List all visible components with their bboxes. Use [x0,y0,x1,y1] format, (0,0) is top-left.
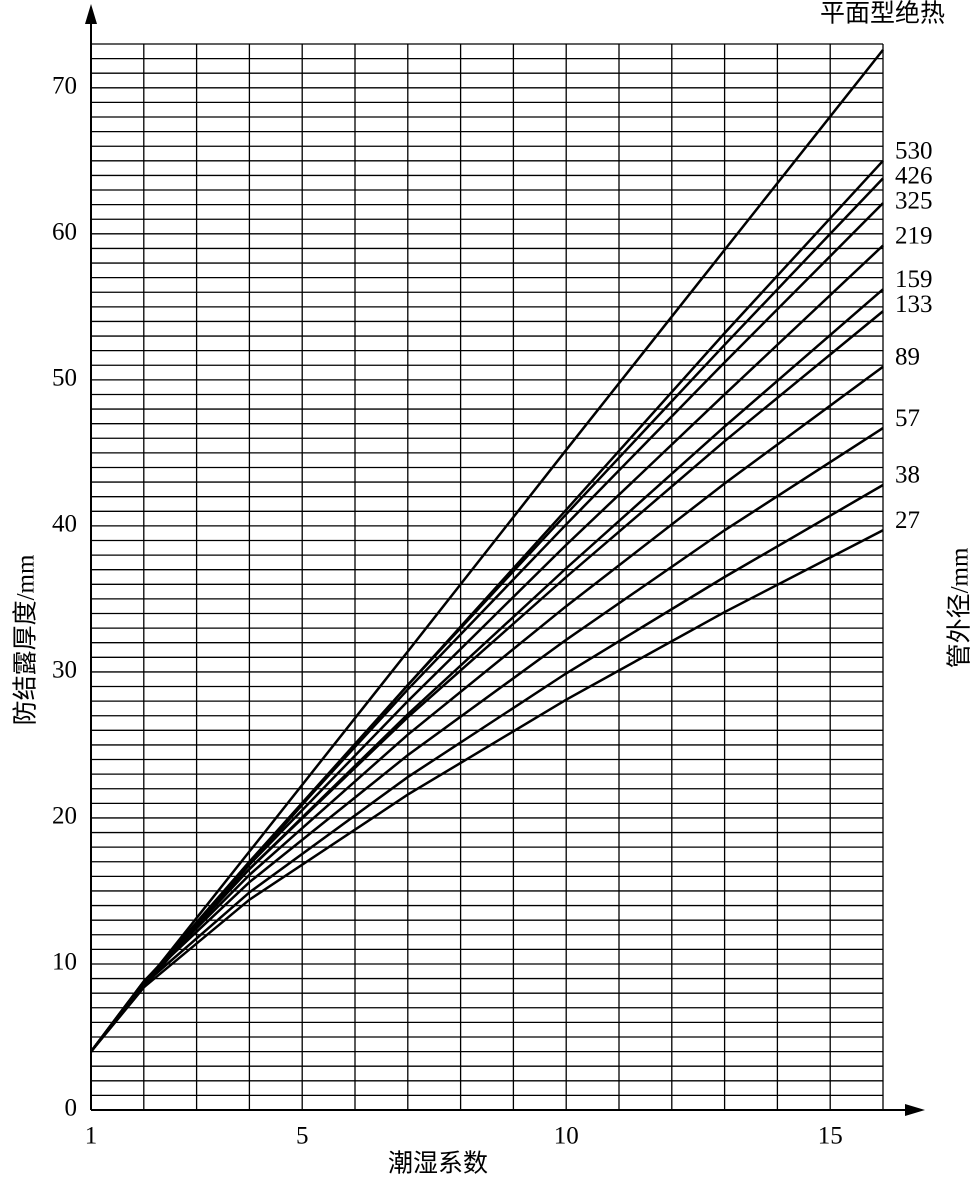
y-tick-label: 50 [52,365,77,392]
series-label: 325 [895,188,933,215]
series-line [90,483,884,1053]
y-tick-label: 60 [52,219,77,246]
series-label: 219 [895,222,933,249]
y-tick-label: 30 [52,657,77,684]
y-tick-label: 20 [52,803,77,830]
series-line [90,427,884,1053]
y-arrow [85,4,97,24]
series-label: 57 [895,405,920,432]
series-label: 426 [895,163,933,190]
x-tick-label: 10 [554,1123,579,1150]
x-arrow [905,1104,925,1116]
series-label: 159 [895,266,933,293]
x-tick-label: 15 [818,1123,843,1150]
x-tick-label: 5 [296,1123,309,1150]
series-line [90,202,884,1053]
y-tick-label: 10 [52,949,77,976]
y-tick-label: 70 [52,73,77,100]
series-line [90,49,884,1053]
series-line [90,529,884,1053]
y-tick-label: 40 [52,511,77,538]
y-axis-label: 防结露厚度/mm [12,554,40,725]
series-label: 平面型绝热 [820,0,945,28]
series-label: 530 [895,138,933,165]
x-axis-label: 潮湿系数 [388,1150,488,1178]
y2-axis-label: 管外径/mm [946,547,974,668]
x-tick-label: 1 [85,1123,98,1150]
series-label: 133 [895,291,933,318]
y-tick-label: 0 [65,1095,78,1122]
series-line [90,310,884,1053]
series-label: 38 [895,462,920,489]
series-label: 27 [895,507,920,534]
series-label: 89 [895,343,920,370]
